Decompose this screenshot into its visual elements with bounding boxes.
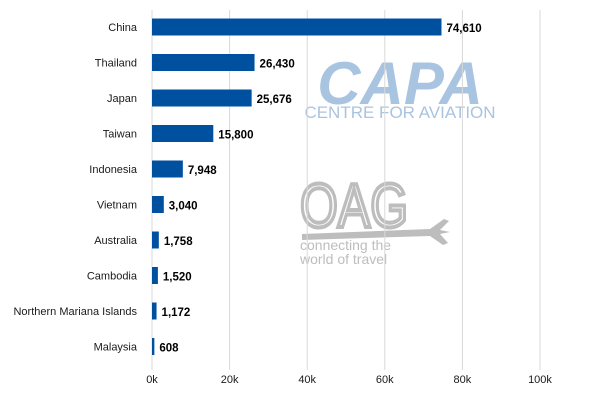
capa-logo-watermark: CAPA	[317, 50, 483, 117]
x-axis-tick-labels: 0k 20k 40k 60k 80k 100k	[146, 374, 552, 386]
bar	[152, 125, 214, 142]
bar	[152, 54, 255, 71]
data-label: 608	[159, 343, 179, 355]
oag-tagline-line2: world of travel	[299, 251, 387, 267]
bar	[152, 267, 158, 284]
category-label: Japan	[107, 93, 137, 105]
data-label: 74,610	[446, 23, 481, 35]
data-label: 26,430	[260, 59, 295, 71]
x-tick-label: 100k	[528, 374, 552, 386]
bar	[152, 338, 155, 355]
data-label: 15,800	[218, 130, 253, 142]
bar	[152, 231, 159, 249]
category-label: Thailand	[95, 58, 137, 70]
bar	[152, 18, 442, 36]
data-label: 25,676	[257, 94, 292, 106]
bars	[152, 18, 442, 355]
capa-subtitle-watermark: CENTRE FOR AVIATION	[304, 103, 495, 122]
data-label: 7,948	[188, 165, 217, 177]
x-tick-label: 40k	[298, 374, 316, 386]
category-label: Taiwan	[103, 129, 137, 141]
category-label: Northern Mariana Islands	[13, 306, 137, 318]
oag-tagline-line1: connecting the	[300, 237, 391, 253]
bar	[152, 302, 157, 320]
x-tick-label: 80k	[454, 374, 472, 386]
x-tick-label: 0k	[146, 374, 158, 386]
category-label: China	[108, 22, 138, 34]
data-label: 1,520	[163, 272, 192, 284]
airplane-icon	[302, 219, 450, 245]
x-tick-label: 20k	[221, 374, 239, 386]
category-label: Australia	[94, 235, 138, 247]
bar	[152, 196, 164, 213]
category-label: Cambodia	[87, 271, 138, 283]
x-tick-label: 60k	[376, 374, 394, 386]
category-label: Indonesia	[89, 164, 138, 176]
data-label: 1,758	[164, 236, 193, 248]
data-label: 3,040	[169, 201, 198, 213]
category-label: Malaysia	[94, 342, 138, 354]
category-label: Vietnam	[97, 200, 137, 212]
data-label: 1,172	[162, 307, 191, 319]
category-labels: China Thailand Japan Taiwan Indonesia Vietnam…	[13, 22, 137, 354]
bar	[152, 89, 252, 107]
watermark-group: CAPA CENTRE FOR AVIATION OAG connecting …	[298, 50, 496, 267]
bar	[152, 160, 183, 178]
data-labels: 74,610 26,430 25,676 15,800 7,948 3,040 1,758 1…	[159, 23, 481, 355]
